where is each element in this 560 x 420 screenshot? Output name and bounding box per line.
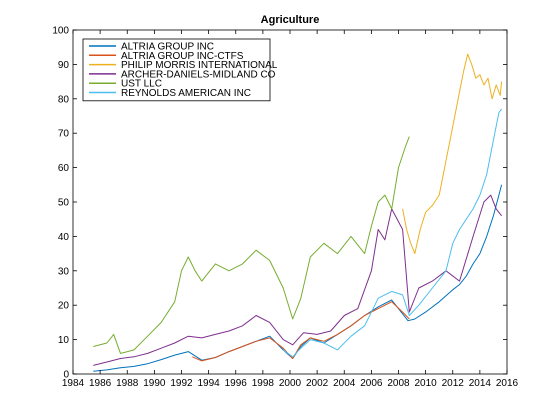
x-tick-label: 2008: [387, 378, 410, 389]
y-tick-label: 100: [52, 26, 69, 37]
legend-entry: ALTRIA GROUP INC: [121, 42, 214, 53]
legend-entry: ARCHER-DANIELS-MIDLAND CO: [121, 69, 276, 80]
series-line-ust-llc: [93, 136, 410, 354]
x-tick-label: 1998: [252, 378, 275, 389]
x-tick-label: 2012: [442, 378, 465, 389]
x-tick-label: 2014: [469, 378, 492, 389]
x-tick-label: 1984: [62, 378, 85, 389]
y-tick-label: 40: [58, 232, 70, 243]
series-line-reynolds-american-inc: [282, 108, 502, 358]
x-tick-label: 2000: [279, 378, 302, 389]
legend-entry: PHILIP MORRIS INTERNATIONAL: [121, 60, 278, 71]
y-tick-label: 50: [58, 198, 70, 209]
x-tick-label: 1996: [225, 378, 248, 389]
y-tick-label: 20: [58, 301, 70, 312]
x-tick-label: 2010: [415, 378, 438, 389]
y-tick-label: 60: [58, 163, 70, 174]
x-tick-label: 1994: [198, 378, 221, 389]
y-tick-label: 0: [63, 370, 69, 381]
legend-entry: UST LLC: [121, 79, 162, 90]
legend-entry: ALTRIA GROUP INC-CTFS: [121, 51, 244, 62]
y-tick-label: 90: [58, 60, 70, 71]
y-tick-label: 10: [58, 335, 70, 346]
legend-entry: REYNOLDS AMERICAN INC: [121, 88, 251, 99]
x-tick-label: 1990: [143, 378, 166, 389]
series-line-philip-morris-international: [402, 53, 503, 255]
legend-box: [82, 38, 271, 102]
x-tick-label: 2006: [360, 378, 383, 389]
chart-title: Agriculture: [261, 14, 320, 26]
series-line-altria-group-inc-ctfs: [192, 301, 410, 362]
x-tick-label: 2002: [306, 378, 329, 389]
x-tick-label: 2004: [333, 378, 356, 389]
x-tick-label: 1992: [170, 378, 193, 389]
axis-ticks: 1984 1986 1988 1990 1992 1994 1996 1998 2000 2002…: [52, 26, 518, 390]
x-tick-label: 1986: [89, 378, 112, 389]
y-tick-label: 80: [58, 94, 70, 105]
series-lines: [93, 53, 503, 372]
x-tick-label: 2016: [496, 378, 519, 389]
y-tick-label: 70: [58, 129, 70, 140]
series-line-altria-group-inc: [93, 184, 503, 372]
x-tick-label: 1988: [116, 378, 139, 389]
series-line-archer-daniels-midland-co: [93, 194, 502, 366]
y-tick-label: 30: [58, 266, 70, 277]
